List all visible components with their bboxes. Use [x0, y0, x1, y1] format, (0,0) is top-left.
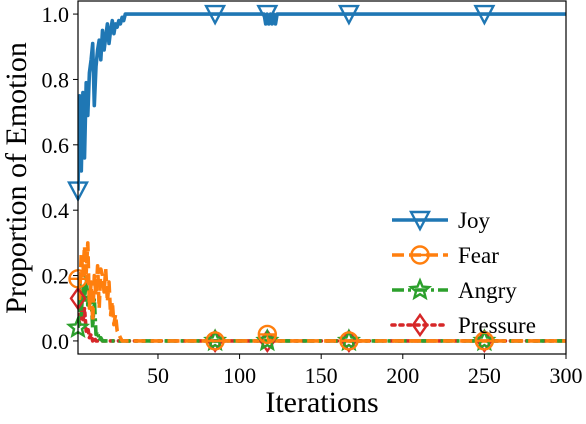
- legend: Joy Fear Angry Pressure: [390, 208, 536, 338]
- y-axis-title: Proportion of Emotion: [0, 42, 33, 314]
- y-tick-label: 0.6: [42, 133, 70, 158]
- x-tick-label: 100: [223, 363, 256, 388]
- y-tick-label: 0.2: [42, 264, 70, 289]
- legend-label: Fear: [458, 243, 499, 268]
- y-tick-label: 0.8: [42, 67, 70, 92]
- x-axis-ticks: 50 100 150 200 250 300: [147, 354, 583, 388]
- y-tick-label: 1.0: [42, 2, 70, 27]
- x-axis-title: Iterations: [265, 386, 378, 419]
- marker-fear-3: [339, 331, 359, 351]
- marker-fear-2: [257, 324, 278, 345]
- x-tick-label: 200: [386, 363, 419, 388]
- marker-joy-1: [204, 4, 227, 26]
- y-tick-label: 0.4: [42, 198, 70, 223]
- legend-marker-joy: [409, 210, 431, 232]
- marker-fear-4: [474, 331, 495, 351]
- marker-layer: [65, 4, 497, 354]
- legend-label: Joy: [458, 208, 490, 233]
- x-tick-label: 50: [147, 363, 169, 388]
- x-tick-label: 300: [550, 363, 583, 388]
- x-tick-label: 150: [305, 363, 338, 388]
- marker-joy-3: [337, 4, 360, 26]
- legend-marker-fear: [410, 245, 430, 265]
- series-line-joy: [78, 12, 566, 191]
- legend-marker-pressure: [411, 312, 429, 338]
- legend-item-joy: Joy: [392, 208, 490, 233]
- legend-label: Angry: [458, 278, 517, 303]
- marker-joy-4: [473, 4, 496, 26]
- marker-joy-2: [256, 4, 279, 26]
- x-tick-label: 250: [468, 363, 501, 388]
- legend-item-angry: Angry: [392, 277, 517, 303]
- legend-label: Pressure: [458, 313, 536, 338]
- y-axis-ticks: 0.0 0.2 0.4 0.6 0.8 1.0: [42, 2, 78, 354]
- y-tick-label: 0.0: [42, 329, 70, 354]
- legend-item-pressure: Pressure: [390, 312, 536, 338]
- legend-marker-angry: [407, 277, 433, 301]
- legend-item-fear: Fear: [392, 243, 499, 268]
- marker-fear-1: [205, 331, 225, 351]
- plot-frame: [77, 0, 567, 355]
- series-line-angry: [78, 273, 566, 343]
